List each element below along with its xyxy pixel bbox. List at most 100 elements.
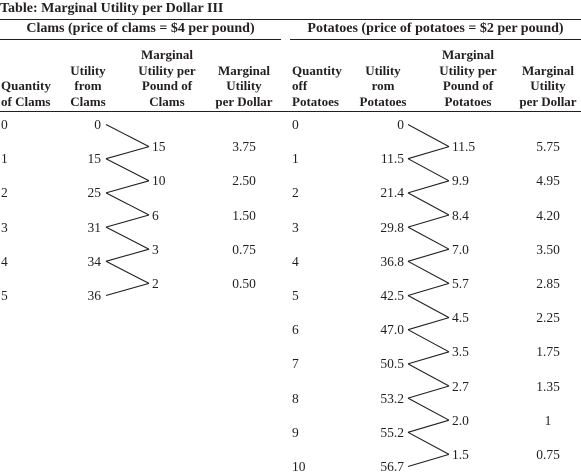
clams-quantity-cell: 5 [1,288,8,303]
potatoes-utility-cell: 29.8 [380,219,404,235]
potatoes-quantity-cell: 10 [292,459,306,474]
potatoes-marginal-utility-cell: 3.5 [452,344,469,360]
potatoes-utility-cell: 47.0 [380,322,404,338]
clams-zigzag-segment [105,226,150,250]
clams-marginal-utility-cell: 6 [152,207,159,223]
potatoes-mu-per-dollar-cell: 1.35 [536,378,560,394]
potatoes-marginal-utility-cell: 8.4 [452,207,469,223]
potatoes-utility-cell: 11.5 [380,151,404,167]
potatoes-header-quantity: Quantity off Potatoes [292,62,342,109]
potatoes-utility-cell: 56.7 [380,459,404,474]
clams-zigzag-segment [105,192,150,216]
potatoes-mu-per-dollar-cell: 4.20 [536,207,560,223]
potatoes-zigzag-segment [407,453,450,468]
clams-mu-per-dollar-cell: 1.50 [232,207,256,223]
clams-marginal-utility-cell: 2 [152,275,159,291]
potatoes-zigzag-segment [407,124,450,148]
table-title: Table: Marginal Utility per Dollar III [0,1,224,16]
potatoes-mu-per-dollar-cell: 2.85 [536,275,560,291]
potatoes-quantity-cell: 2 [292,185,299,201]
clams-marginal-utility-cell: 15 [152,139,166,155]
potatoes-group-header: Potatoes (price of potatoes = $2 per pou… [307,21,564,36]
potatoes-marginal-utility-cell: 2.7 [452,378,469,394]
potatoes-quantity-cell: 0 [292,117,299,132]
clams-zigzag-segment [105,146,150,160]
potatoes-marginal-utility-cell: 11.5 [452,139,476,155]
potatoes-zigzag-segment [407,295,450,319]
potatoes-zigzag-segment [407,385,450,399]
potatoes-utility-cell: 36.8 [380,253,404,269]
clams-utility-cell: 15 [87,151,102,167]
clams-mu-per-dollar-cell: 3.75 [232,139,256,155]
clams-header-mu-per-dollar: Marginal Utility per Dollar [215,62,273,109]
clams-zigzag-segment [105,260,150,284]
potatoes-mu-per-dollar-cell: 5.75 [536,139,560,155]
clams-mu-per-dollar-cell: 0.50 [232,275,256,291]
potatoes-zigzag-segment [407,248,450,262]
potatoes-mu-per-dollar-cell: 4.95 [536,173,560,189]
clams-header-quantity: Quantity of Clams [1,78,51,109]
clams-marginal-utility-cell: 3 [152,241,159,257]
clams-zigzag-segment [105,180,150,194]
potatoes-zigzag-segment [407,351,450,365]
potatoes-zigzag-segment [407,180,450,194]
potatoes-quantity-cell: 3 [292,219,299,235]
clams-group-header: Clams (price of clams = $4 per pound) [26,21,255,36]
clams-zigzag-segment [105,282,150,297]
clams-header-utility: Utility from Clams [70,62,106,109]
clams-zigzag-segment [105,124,150,148]
potatoes-quantity-cell: 8 [292,390,299,406]
potatoes-utility-cell: 42.5 [380,288,404,303]
clams-quantity-cell: 4 [1,253,8,269]
potatoes-zigzag-segment [407,419,450,433]
clams-mu-per-dollar-cell: 2.50 [232,173,256,189]
potatoes-group-rule [290,39,581,40]
clams-quantity-cell: 0 [1,117,8,132]
clams-header-marginal-utility: Marginal Utility per Pound of Clams [138,47,196,109]
potatoes-quantity-cell: 5 [292,288,299,303]
potatoes-utility-cell: 53.2 [380,390,404,406]
potatoes-marginal-utility-cell: 7.0 [452,241,469,257]
clams-mu-per-dollar-cell: 0.75 [232,241,256,257]
potatoes-zigzag-segment [407,329,450,353]
potatoes-marginal-utility-cell: 5.7 [452,275,469,291]
potatoes-quantity-cell: 7 [292,356,299,372]
potatoes-mu-per-dollar-cell: 1.75 [536,344,560,360]
clams-marginal-utility-cell: 10 [152,173,166,189]
clams-zigzag-segment [105,248,150,262]
potatoes-mu-per-dollar-cell: 2.25 [536,310,560,326]
table-top-rule [0,19,581,20]
clams-utility-cell: 0 [94,117,101,132]
potatoes-utility-cell: 55.2 [380,424,404,440]
clams-utility-cell: 31 [87,219,102,235]
potatoes-header-mu-per-dollar: Marginal Utility per Dollar [519,62,577,109]
potatoes-quantity-cell: 4 [292,253,299,269]
potatoes-quantity-cell: 9 [292,424,299,440]
potatoes-marginal-utility-cell: 2.0 [452,412,469,428]
potatoes-utility-cell: 21.4 [380,185,404,201]
potatoes-mu-per-dollar-cell: 0.75 [536,446,560,462]
clams-zigzag-segment [105,158,150,182]
potatoes-mu-per-dollar-cell: 1 [544,412,552,428]
potatoes-quantity-cell: 6 [292,322,299,338]
potatoes-zigzag-segment [407,192,450,216]
potatoes-marginal-utility-cell: 4.5 [452,310,469,326]
potatoes-marginal-utility-cell: 1.5 [452,446,469,462]
clams-utility-cell: 36 [87,288,102,303]
potatoes-header-marginal-utility: Marginal Utility per Pound of Potatoes [439,47,497,109]
clams-quantity-cell: 2 [1,185,8,201]
potatoes-zigzag-segment [407,431,450,455]
clams-utility-cell: 25 [87,185,102,201]
potatoes-zigzag-segment [407,260,450,284]
potatoes-quantity-cell: 1 [292,151,299,167]
clams-quantity-cell: 1 [1,151,8,167]
potatoes-zigzag-segment [407,226,450,250]
header-bottom-rule [0,111,581,112]
potatoes-zigzag-segment [407,146,450,160]
potatoes-utility-cell: 0 [397,117,404,132]
clams-group-rule [0,39,281,40]
potatoes-zigzag-segment [407,317,450,331]
potatoes-zigzag-segment [407,282,450,297]
clams-utility-cell: 34 [87,253,102,269]
